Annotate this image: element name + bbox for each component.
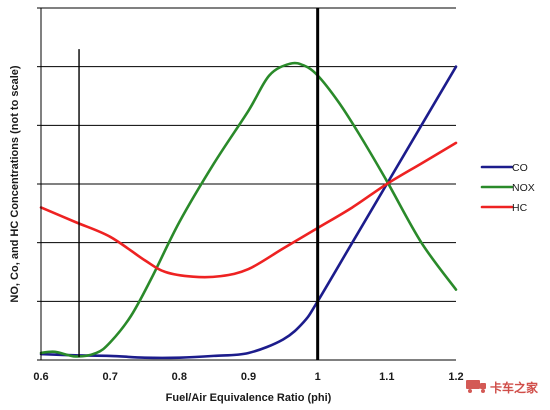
axes	[37, 7, 456, 361]
truck-icon	[466, 380, 486, 393]
x-tick-labels: 0.6 0.7 0.8 0.9 1 1.1 1.2	[33, 371, 463, 383]
series-line-nox	[39, 61, 458, 358]
x-axis-title: Fuel/Air Equivalence Ratio (phi)	[166, 392, 332, 404]
x-tick-label: 0.7	[103, 371, 118, 383]
legend-label-co: CO	[512, 162, 528, 174]
series-line-hc	[39, 141, 458, 279]
x-tick-label: 0.9	[241, 371, 256, 383]
y-axis-title: NO, Co, and HC Concentrations (not to sc…	[9, 65, 21, 302]
x-tick-label: 1.1	[379, 371, 394, 383]
legend-label-nox: NOX	[512, 182, 535, 194]
legend-label-hc: HC	[512, 202, 528, 214]
x-tick-label: 0.6	[33, 371, 48, 383]
reference-lines	[78, 8, 320, 360]
x-tick-label: 1	[315, 371, 321, 383]
x-tick-label: 0.8	[172, 371, 187, 383]
watermark-text: 卡车之家	[490, 380, 539, 395]
legend: CO NOX HC	[480, 162, 535, 214]
watermark-logo: 卡车之家	[466, 380, 539, 395]
x-tick-label: 1.2	[448, 371, 463, 383]
series-lines	[39, 61, 458, 360]
gridlines	[41, 7, 456, 302]
